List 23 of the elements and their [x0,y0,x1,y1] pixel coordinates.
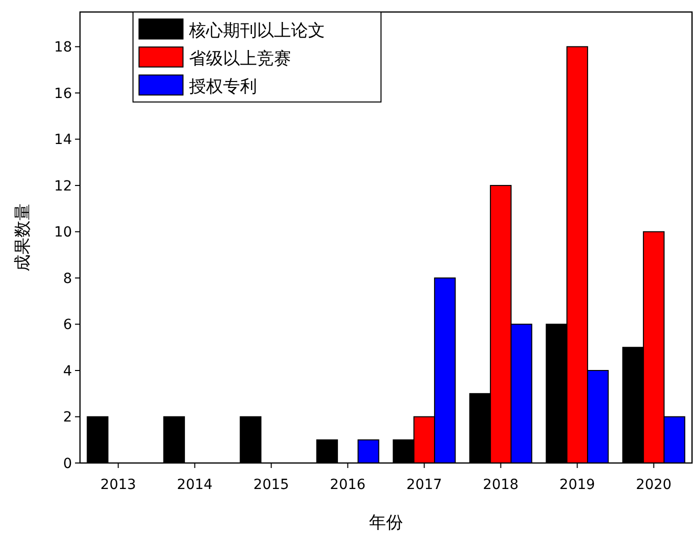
x-tick-label: 2015 [253,477,290,493]
y-tick-label: 4 [63,363,72,380]
y-tick-label: 0 [63,456,72,472]
legend-label: 授权专利 [189,77,257,97]
x-tick-label: 2018 [482,477,519,493]
y-tick-label: 2 [63,410,72,426]
legend-label: 核心期刊以上论文 [188,21,325,41]
y-tick-label: 10 [54,224,72,241]
y-tick-label: 18 [54,40,72,56]
y-tick-label: 12 [54,178,72,194]
y-tick-label: 14 [54,132,72,148]
x-tick-label: 2013 [100,477,136,493]
x-axis-title: 年份 [369,513,403,533]
x-tick-label: 2017 [406,477,442,493]
legend-label: 省级以上竞赛 [189,49,291,69]
x-tick-label: 2019 [559,477,596,493]
y-axis-title: 成果数量 [13,204,33,272]
y-tick-label: 8 [63,270,72,287]
x-tick-label: 2014 [176,477,213,493]
y-tick-label: 6 [63,317,72,334]
x-tick-label: 2016 [330,477,366,493]
y-tick-label: 16 [54,86,72,102]
x-tick-label: 2020 [636,477,672,493]
